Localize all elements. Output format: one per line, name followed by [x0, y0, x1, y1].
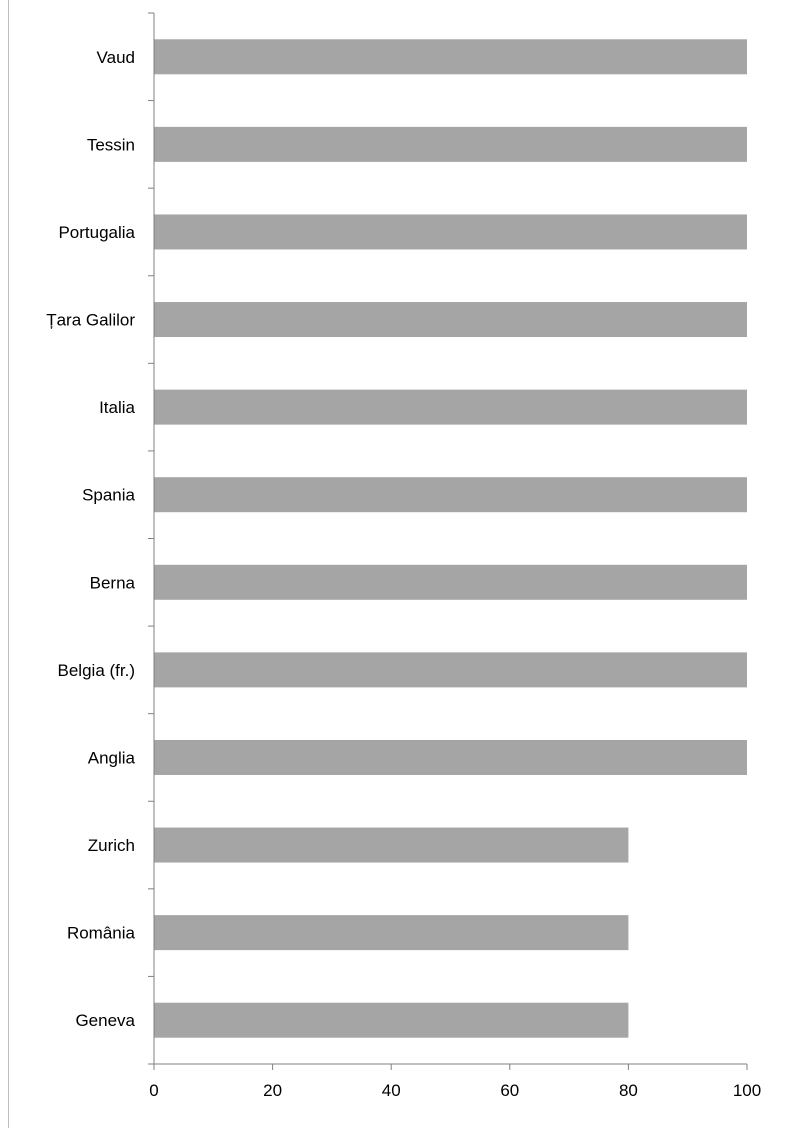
category-label-8: Anglia	[88, 748, 136, 767]
x-tick-labels-group: 0 20 40 60 80 100	[149, 1081, 761, 1100]
bar-9	[154, 827, 629, 863]
category-labels-group: Vaud Tessin Portugalia Țara Galilor Italia Sp…	[46, 48, 135, 1030]
x-tick-label-0: 0	[149, 1081, 158, 1100]
bar-4	[154, 389, 747, 425]
x-tick-label-2: 40	[382, 1081, 401, 1100]
category-label-11: Geneva	[75, 1011, 135, 1030]
category-label-4: Italia	[99, 398, 135, 417]
bars-group	[154, 39, 747, 1038]
bar-5	[154, 477, 747, 513]
category-label-7: Belgia (fr.)	[58, 661, 135, 680]
category-label-0: Vaud	[97, 48, 135, 67]
category-label-2: Portugalia	[58, 223, 135, 242]
bar-1	[154, 126, 747, 162]
bar-6	[154, 564, 747, 600]
bar-0	[154, 39, 747, 75]
bar-7	[154, 652, 747, 688]
bar-2	[154, 214, 747, 250]
x-tick-label-1: 20	[263, 1081, 282, 1100]
x-tick-label-5: 100	[733, 1081, 761, 1100]
x-tick-label-4: 80	[619, 1081, 638, 1100]
bar-8	[154, 739, 747, 775]
axes-group	[148, 12, 748, 1070]
category-label-1: Tessin	[87, 135, 135, 154]
category-label-3: Țara Galilor	[46, 311, 135, 330]
bar-11	[154, 1002, 629, 1038]
bar-10	[154, 915, 629, 951]
x-tick-label-3: 60	[500, 1081, 519, 1100]
frame-border	[8, 0, 9, 1128]
bar-3	[154, 302, 747, 338]
category-label-10: România	[67, 924, 136, 943]
category-label-9: Zurich	[88, 836, 135, 855]
category-label-5: Spania	[82, 486, 135, 505]
category-label-6: Berna	[90, 573, 136, 592]
